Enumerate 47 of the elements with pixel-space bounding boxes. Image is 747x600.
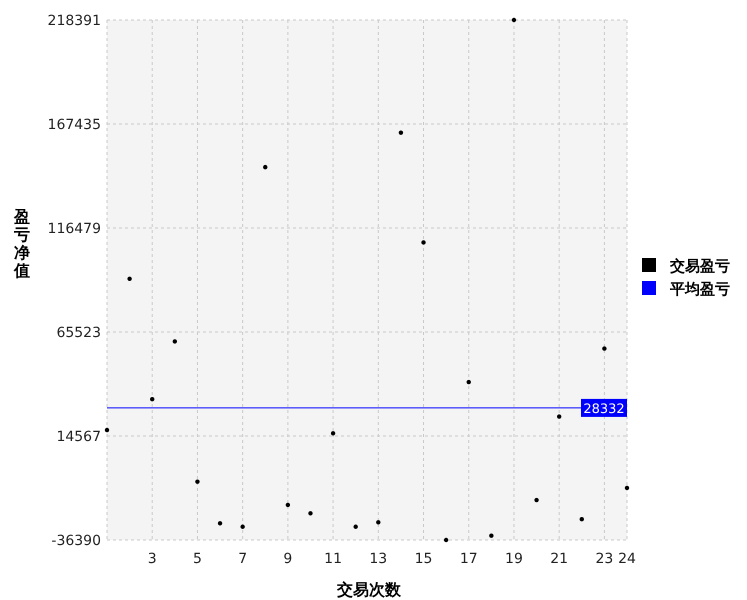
point [218, 521, 222, 526]
point [330, 431, 336, 436]
data-label: 28332 [583, 402, 625, 417]
point [104, 428, 110, 432]
point [240, 524, 245, 529]
point [127, 276, 132, 281]
point [512, 18, 516, 22]
y-axis-title: 盈亏净值 [13, 207, 30, 280]
legend-label: 平均盈亏 [669, 280, 730, 298]
point [150, 396, 154, 402]
point [172, 339, 178, 344]
x-tick-label: 7 [238, 551, 248, 567]
x-tick-label: 17 [460, 551, 478, 567]
point [421, 240, 426, 245]
y-tick-label: 116479 [48, 221, 101, 237]
point [263, 164, 268, 170]
point [353, 524, 358, 529]
y-tick-label: 218391 [48, 13, 101, 29]
point [580, 517, 584, 522]
x-tick-label: 21 [550, 551, 568, 567]
point [602, 346, 607, 351]
x-tick-label: 15 [414, 551, 432, 567]
point [308, 511, 313, 516]
x-tick-label: 9 [283, 551, 292, 567]
point [195, 479, 200, 484]
point [624, 486, 630, 490]
y-tick-label: 14567 [56, 429, 101, 445]
legend-label: 交易盈亏 [669, 257, 730, 275]
point [398, 130, 404, 135]
x-tick-label: 23 [595, 551, 614, 567]
x-tick-label: 11 [324, 551, 342, 567]
point [534, 498, 539, 502]
y-tick-label: 167435 [48, 117, 101, 133]
y-tick-label: 65523 [56, 325, 101, 341]
point [489, 534, 494, 538]
x-tick-label: 24 [618, 551, 636, 567]
y-tick-label: -36390 [51, 533, 101, 549]
point [556, 414, 562, 419]
x-tick-label: 5 [192, 551, 202, 567]
x-tick-label: 3 [148, 551, 157, 567]
x-axis-title: 交易次数 [336, 580, 402, 599]
x-tick-label: 13 [369, 551, 388, 567]
x-tick-label: 19 [505, 551, 523, 567]
point [466, 380, 471, 384]
point [286, 502, 290, 508]
point [376, 520, 381, 524]
point [444, 538, 448, 542]
